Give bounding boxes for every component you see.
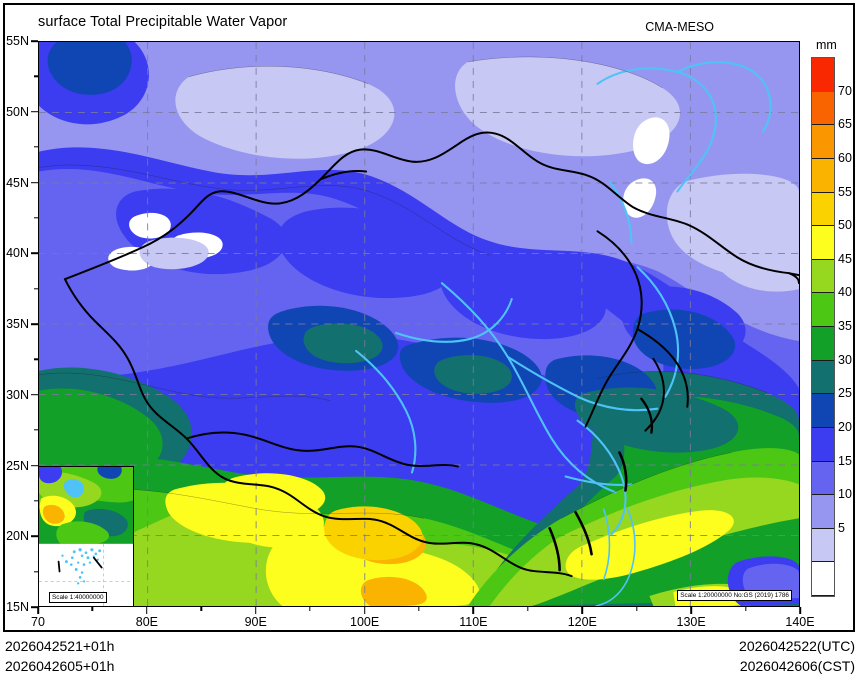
x-tick-label: 100E [349, 615, 380, 629]
footer-right-line-1: 2026042522(UTC) [739, 638, 855, 654]
page-title: surface Total Precipitable Water Vapor [38, 14, 288, 30]
colorbar[interactable] [811, 57, 835, 597]
x-tick-mark [363, 607, 366, 614]
colorbar-tick-label: 55 [838, 184, 852, 199]
inset-map[interactable]: Scale 1:40000000 [38, 466, 134, 607]
x-tick-label: 130E [676, 615, 706, 629]
colorbar-tick-label: 15 [838, 453, 852, 468]
y-tick-mark [31, 606, 38, 608]
colorbar-tick-label: 10 [838, 487, 852, 502]
y-tick-label: 25N [6, 458, 29, 473]
x-tick-minor [418, 607, 420, 611]
x-tick-minor [635, 607, 638, 611]
x-tick-mark [146, 607, 148, 614]
y-axis: 55N 50N 45N 40N 35N 30N 25N 20N 15N [0, 34, 38, 614]
colorbar-tick-label: 65 [838, 117, 852, 132]
colorbar-swatch [812, 158, 834, 193]
map-scale-badge: Scale 1:20000000 No:GS (2019) 1786 [677, 590, 792, 601]
colorbar-swatch [812, 360, 834, 395]
y-tick-mark [31, 181, 38, 184]
colorbar-swatch [812, 192, 834, 227]
x-tick-minor [744, 607, 747, 611]
x-tick-minor [91, 607, 94, 611]
y-tick-label: 50N [6, 104, 29, 119]
colorbar-swatch [812, 259, 834, 294]
colorbar-swatch [812, 427, 834, 462]
x-tick-label: 140E [785, 615, 815, 629]
x-tick-minor [527, 607, 529, 611]
colorbar-swatch [812, 226, 834, 260]
x-tick-mark [690, 607, 692, 614]
y-tick-label: 30N [6, 387, 29, 402]
colorbar-swatch [812, 562, 834, 596]
y-tick-mark [31, 464, 38, 467]
y-tick-mark [31, 393, 38, 396]
y-tick-mark [31, 110, 38, 113]
footer-left: 2026042521+01h 2026042605+01h [5, 636, 114, 676]
map-plot-area[interactable]: Scale 1:20000000 No:GS (2019) 1786 [38, 41, 800, 607]
x-tick-mark [254, 607, 257, 614]
colorbar-tick-label: 35 [838, 319, 852, 333]
model-label: CMA-MESO [645, 20, 714, 34]
footer-right-line-2: 2026042606(CST) [739, 658, 855, 674]
colorbar-swatch [812, 461, 834, 496]
x-tick-mark [37, 607, 39, 614]
colorbar-swatch [812, 394, 834, 428]
map-canvas [39, 42, 799, 606]
colorbar-tick-label: 20 [838, 419, 852, 434]
y-tick-minor [34, 217, 38, 219]
y-tick-label: 20N [6, 529, 29, 544]
colorbar-tick-label: 45 [838, 251, 852, 266]
footer: 2026042521+01h 2026042605+01h 2026042522… [0, 636, 860, 677]
colorbar-swatch [812, 125, 834, 159]
x-tick-mark [581, 607, 584, 614]
colorbar-tick-label: 50 [838, 218, 852, 233]
colorbar-tick-label: 5 [838, 520, 845, 535]
y-tick-minor [34, 429, 38, 431]
y-tick-label: 15N [6, 600, 29, 614]
colorbar-swatch [812, 528, 834, 563]
colorbar-swatch [812, 293, 834, 327]
inset-scale-label: Scale 1:40000000 [49, 592, 107, 603]
y-tick-mark [31, 323, 38, 325]
colorbar-tick-label: 25 [838, 386, 852, 401]
colorbar-tick-label: 60 [838, 150, 852, 165]
colorbar-tick-label: 70 [838, 83, 852, 98]
y-tick-minor [34, 358, 38, 361]
y-tick-mark [31, 40, 38, 42]
x-axis: 70 80E 90E 100E 110E 120E 130E 140E [31, 607, 815, 635]
x-tick-label: 120E [567, 615, 597, 629]
footer-left-line-2: 2026042605+01h [5, 658, 115, 674]
y-tick-mark [31, 535, 38, 538]
x-tick-minor [309, 607, 311, 611]
x-tick-label: 90E [244, 615, 267, 629]
colorbar-unit-label: mm [816, 38, 837, 52]
x-tick-mark [472, 607, 475, 614]
y-tick-label: 40N [6, 246, 29, 261]
y-tick-minor [34, 75, 38, 78]
y-tick-minor [34, 146, 38, 148]
x-tick-mark [799, 607, 801, 614]
y-tick-label: 55N [6, 34, 29, 48]
colorbar-swatch [812, 58, 834, 92]
colorbar-swatch [812, 327, 834, 361]
colorbar-tick-label: 30 [838, 352, 852, 367]
colorbar-tick-label: 40 [838, 285, 852, 300]
footer-right: 2026042522(UTC) 2026042606(CST) [739, 636, 855, 676]
x-tick-label: 70 [31, 615, 45, 629]
x-tick-minor [200, 607, 202, 611]
y-tick-minor [34, 500, 38, 502]
x-tick-label: 110E [459, 615, 488, 629]
x-tick-label: 80E [135, 615, 159, 629]
colorbar-swatch [812, 495, 834, 529]
y-tick-label: 35N [6, 317, 29, 331]
y-tick-label: 45N [6, 175, 29, 190]
colorbar-swatch [812, 91, 834, 126]
footer-left-line-1: 2026042521+01h [5, 638, 115, 654]
y-tick-minor [34, 570, 38, 573]
y-tick-mark [31, 252, 38, 255]
y-tick-minor [34, 287, 38, 290]
